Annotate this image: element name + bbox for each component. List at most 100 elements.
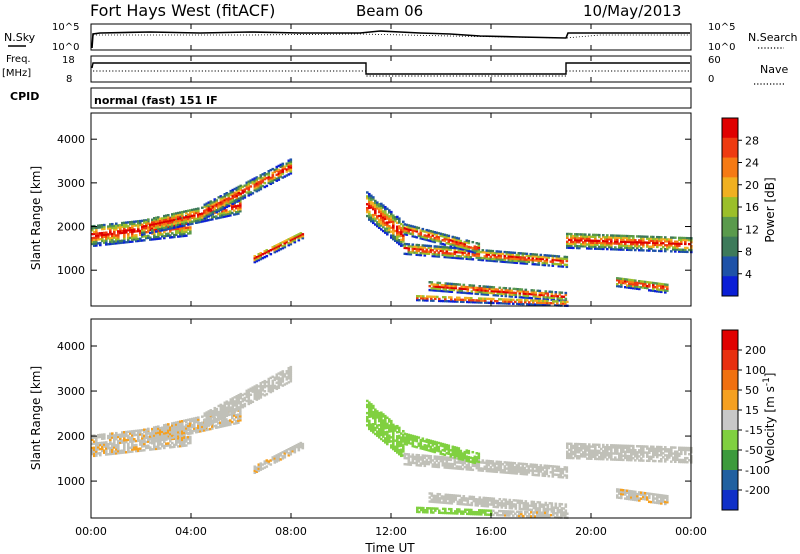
power-cell xyxy=(511,253,515,256)
velocity-cell xyxy=(459,453,463,457)
colorbar-tick-label: 8 xyxy=(745,246,752,259)
power-cell xyxy=(257,177,261,180)
velocity-cell xyxy=(201,423,204,427)
velocity-cell xyxy=(497,462,501,466)
power-cell xyxy=(403,231,407,234)
velocity-cell xyxy=(382,415,385,418)
power-cell xyxy=(217,212,220,216)
power-cell xyxy=(153,222,156,226)
velocity-cell xyxy=(492,497,496,500)
power-cell xyxy=(165,222,168,225)
power-cell xyxy=(666,246,669,249)
velocity-cell xyxy=(442,495,446,498)
velocity-cell xyxy=(127,450,130,454)
power-cell xyxy=(525,252,529,256)
velocity-cell xyxy=(555,467,559,470)
velocity-cell xyxy=(444,509,447,513)
velocity-cell xyxy=(376,426,379,429)
velocity-cell xyxy=(372,425,375,428)
power-cell xyxy=(456,296,459,299)
power-cell xyxy=(592,233,595,237)
velocity-cell xyxy=(157,439,160,442)
velocity-cell xyxy=(535,473,539,477)
velocity-cell xyxy=(165,429,168,433)
power-cell xyxy=(446,282,450,285)
power-cell xyxy=(576,244,579,248)
velocity-cell xyxy=(438,509,441,512)
power-cell xyxy=(247,186,251,189)
velocity-cell xyxy=(149,438,152,441)
velocity-cell xyxy=(259,396,263,399)
power-cell xyxy=(507,259,511,262)
velocity-cell xyxy=(400,452,403,456)
velocity-cell xyxy=(423,440,427,443)
power-cell xyxy=(221,213,224,217)
velocity-cell xyxy=(544,509,548,513)
velocity-cell xyxy=(462,497,466,500)
cpid-strip: CPID normal (fast) 151 IF xyxy=(10,87,692,109)
velocity-cell xyxy=(129,440,132,443)
power-cell xyxy=(428,284,432,288)
power-cell xyxy=(421,250,425,253)
velocity-cell xyxy=(524,500,528,503)
power-cell xyxy=(275,244,279,247)
power-cell xyxy=(91,242,94,246)
power-cell xyxy=(664,289,667,292)
power-cell xyxy=(537,257,541,260)
power-cell xyxy=(267,181,271,185)
power-cell xyxy=(443,243,447,246)
power-cell xyxy=(451,239,455,243)
power-cell xyxy=(439,234,443,237)
power-cell xyxy=(526,292,530,296)
velocity-cell xyxy=(380,423,383,427)
velocity-cell xyxy=(277,459,281,462)
velocity-cell xyxy=(201,421,204,424)
velocity-cell xyxy=(434,498,438,502)
colorbar-segment xyxy=(722,216,738,238)
power-cell xyxy=(433,255,437,258)
power-cell xyxy=(223,198,227,202)
velocity-cell xyxy=(492,513,495,517)
power-cell xyxy=(640,243,643,246)
velocity-cell xyxy=(223,401,227,404)
velocity-cell xyxy=(277,372,281,375)
velocity-cell xyxy=(514,512,517,515)
velocity-cell xyxy=(478,511,481,514)
velocity-cell xyxy=(245,399,249,403)
velocity-cell xyxy=(547,464,551,468)
noise-right-tick-top: 10^5 xyxy=(708,22,735,33)
power-cell xyxy=(415,236,419,239)
velocity-cell xyxy=(157,437,160,440)
velocity-cell xyxy=(421,445,425,448)
velocity-cell xyxy=(183,425,186,429)
colorbar-segment xyxy=(722,137,738,159)
power-cell xyxy=(458,291,462,294)
power-cell xyxy=(433,236,437,240)
velocity-cell xyxy=(221,406,225,410)
velocity-cell xyxy=(513,470,517,473)
power-cell xyxy=(508,298,511,301)
velocity-cell xyxy=(175,429,178,432)
power-cell xyxy=(544,303,547,307)
velocity-cell xyxy=(263,466,267,469)
velocity-cell xyxy=(133,448,136,451)
power-cell xyxy=(394,229,397,233)
velocity-cell xyxy=(460,512,463,515)
velocity-cell xyxy=(455,454,459,458)
velocity-cell xyxy=(483,467,487,471)
power-cell xyxy=(436,287,440,290)
velocity-cell xyxy=(443,458,447,461)
power-cell xyxy=(473,254,477,257)
power-cell xyxy=(117,232,120,235)
velocity-cell xyxy=(403,462,407,466)
velocity-cell xyxy=(163,440,166,444)
power-cell xyxy=(227,202,230,206)
power-cell xyxy=(442,288,446,291)
power-cell xyxy=(181,232,184,236)
power-cell xyxy=(91,236,94,240)
velocity-cell xyxy=(384,427,387,430)
power-cell xyxy=(225,193,229,197)
velocity-cell xyxy=(384,437,387,440)
power-cell xyxy=(560,295,564,298)
power-cell xyxy=(652,287,655,291)
